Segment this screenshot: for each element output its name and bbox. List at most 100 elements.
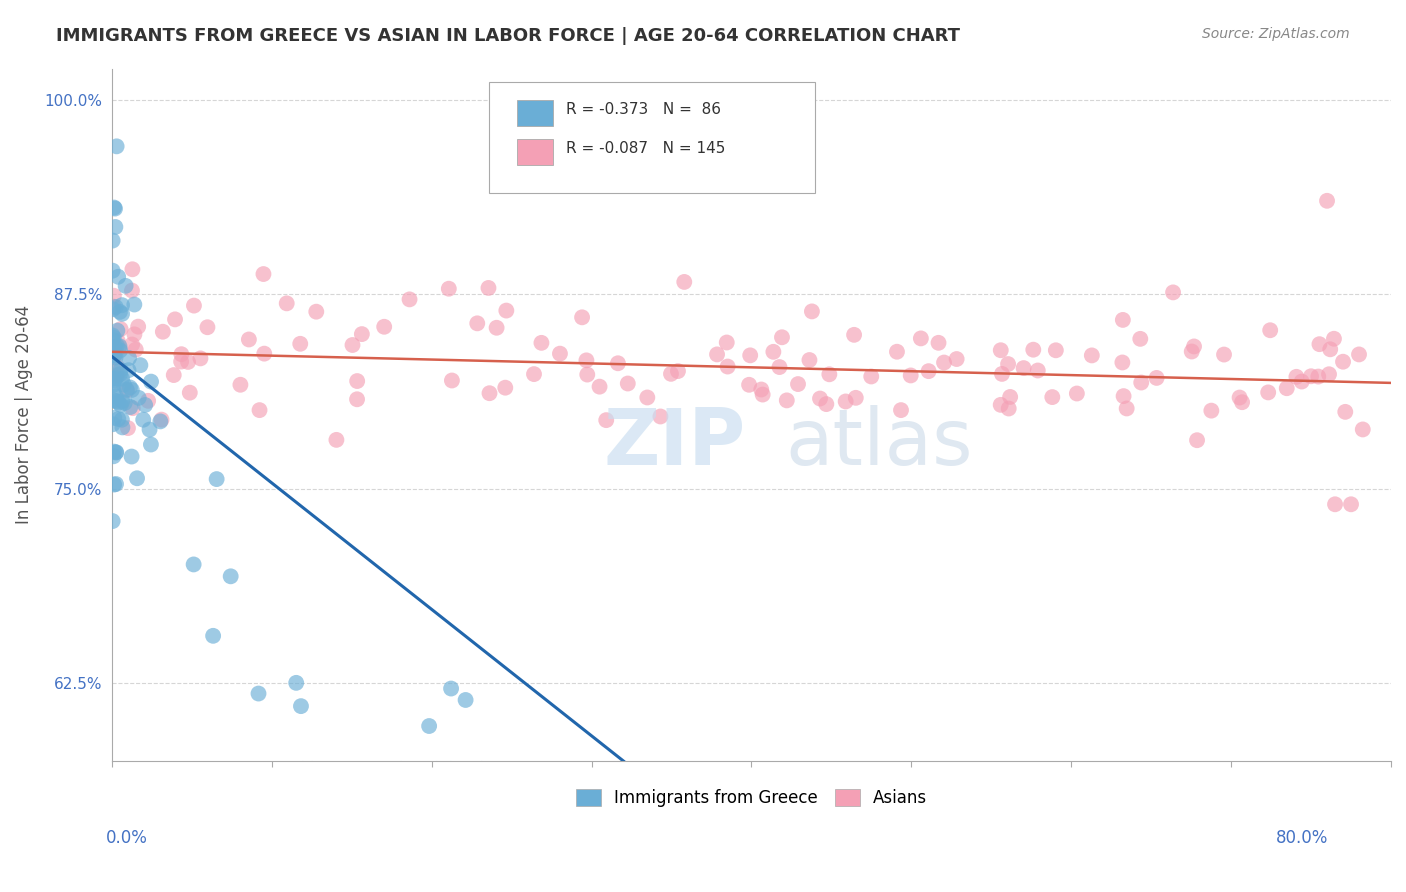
Point [190,351,212,366]
Point [1201,403,1223,417]
Point [770,330,793,344]
Point [121,284,143,298]
Point [128,391,150,405]
FancyBboxPatch shape [489,82,815,194]
Point [495,303,517,318]
Point [170,347,193,361]
Point [103,351,125,365]
Point [945,351,967,366]
Point [886,344,908,359]
Point [571,310,593,325]
Point [103,340,125,354]
Point [1340,497,1362,511]
Point [842,327,865,342]
Point [834,394,856,409]
Point [103,289,125,303]
Point [1130,376,1153,390]
Text: 80.0%: 80.0% [1277,829,1329,847]
Point [346,392,368,407]
Point [121,401,143,416]
Point [103,450,125,464]
Point [163,368,186,382]
Point [112,377,135,392]
Point [1182,339,1205,353]
Point [107,395,129,409]
Point [716,335,738,350]
Point [291,762,314,776]
Point [910,331,932,345]
Point [1308,337,1330,351]
Bar [517,139,553,166]
Point [350,327,373,342]
Point [1317,368,1340,382]
Point [787,377,810,392]
Point [325,433,347,447]
Point [1146,371,1168,385]
Point [607,356,630,370]
Point [575,353,598,368]
Point [1026,363,1049,377]
Point [252,267,274,281]
Point [103,330,125,344]
Point [108,339,131,353]
Point [666,364,689,378]
Point [1334,405,1357,419]
Point [253,346,276,360]
Point [114,396,136,410]
Point [890,403,912,417]
Point [103,373,125,387]
Point [105,359,128,374]
Point [105,369,128,384]
Point [740,348,762,362]
Point [170,354,193,368]
Point [103,393,125,408]
Point [1161,285,1184,300]
Point [1185,434,1208,448]
Point [111,413,134,427]
Point [103,300,125,314]
Point [105,394,128,409]
Point [107,269,129,284]
Point [928,335,950,350]
Point [105,339,128,353]
Point [101,234,124,248]
Point [108,305,131,319]
Point [768,360,790,375]
Point [1348,347,1371,361]
Point [183,299,205,313]
Point [1112,389,1135,403]
Point [111,372,134,386]
Point [437,282,460,296]
Point [818,368,841,382]
Point [815,397,838,411]
Point [1299,369,1322,384]
Point [1181,344,1204,359]
Point [1323,332,1346,346]
Point [238,333,260,347]
Point [124,297,146,311]
Point [751,387,773,401]
Point [1045,343,1067,358]
Point [105,139,128,153]
Point [101,514,124,528]
Point [134,398,156,412]
Text: ZIP: ZIP [603,404,745,481]
Point [1275,381,1298,395]
Point [617,376,640,391]
Point [136,393,159,408]
Point [800,304,823,318]
Point [285,676,308,690]
Point [440,374,463,388]
Point [342,338,364,352]
Point [179,385,201,400]
Point [485,320,508,334]
Point [749,383,772,397]
Point [163,312,186,326]
Point [249,403,271,417]
Point [110,322,132,336]
Point [808,392,831,406]
Point [398,293,420,307]
Text: Source: ZipAtlas.com: Source: ZipAtlas.com [1202,27,1350,41]
Point [105,324,128,338]
Point [301,762,323,776]
